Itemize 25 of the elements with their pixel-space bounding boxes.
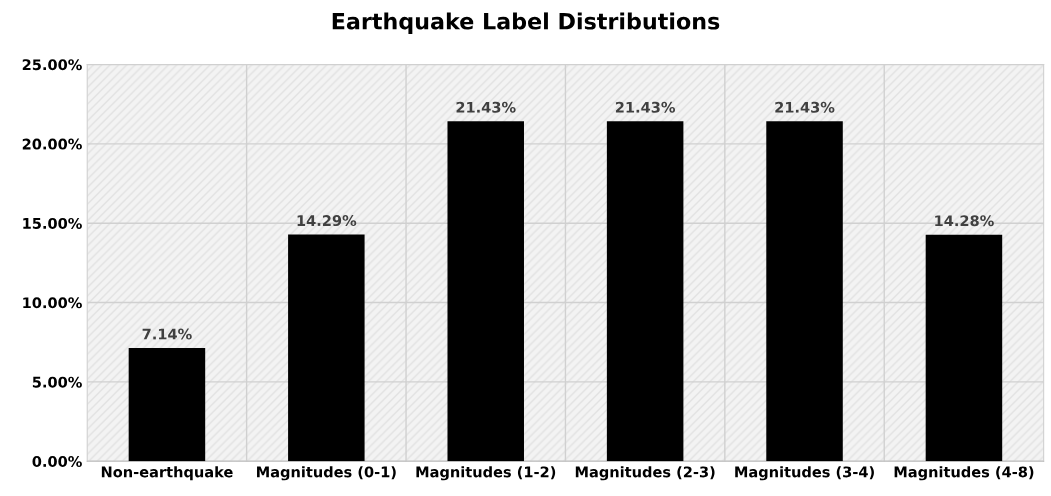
data-label: 14.28% bbox=[935, 215, 994, 227]
x-tick-label: Magnitudes (2-3) bbox=[575, 466, 715, 481]
bar bbox=[606, 121, 684, 462]
y-tick-label: 25.00% bbox=[22, 59, 82, 71]
bar bbox=[925, 234, 1003, 462]
y-tick-label: 15.00% bbox=[23, 217, 82, 229]
x-tick-label: Magnitudes (1-2) bbox=[416, 466, 556, 481]
bar bbox=[288, 234, 365, 462]
data-label: 21.43% bbox=[615, 101, 676, 113]
x-tick-label: Magnitudes (4-8) bbox=[894, 466, 1034, 481]
data-label: 7.14% bbox=[142, 328, 192, 340]
data-label: 14.29% bbox=[297, 215, 357, 227]
data-label: 21.43% bbox=[775, 101, 835, 113]
bar bbox=[447, 121, 524, 462]
x-tick-label: Non-earthquake bbox=[101, 466, 233, 481]
x-tick-label: Magnitudes (0-1) bbox=[257, 466, 396, 481]
x-tick-label: Magnitudes (3-4) bbox=[735, 466, 874, 481]
y-tick-label: 20.00% bbox=[22, 138, 82, 150]
bar bbox=[128, 347, 206, 462]
y-tick-label: 10.00% bbox=[23, 297, 82, 309]
y-tick-label: 5.00% bbox=[32, 376, 82, 388]
bar bbox=[766, 121, 843, 462]
data-label: 21.43% bbox=[456, 101, 516, 113]
chart-title: Earthquake Label Distributions bbox=[332, 12, 720, 34]
y-tick-label: 0.00% bbox=[32, 456, 82, 468]
